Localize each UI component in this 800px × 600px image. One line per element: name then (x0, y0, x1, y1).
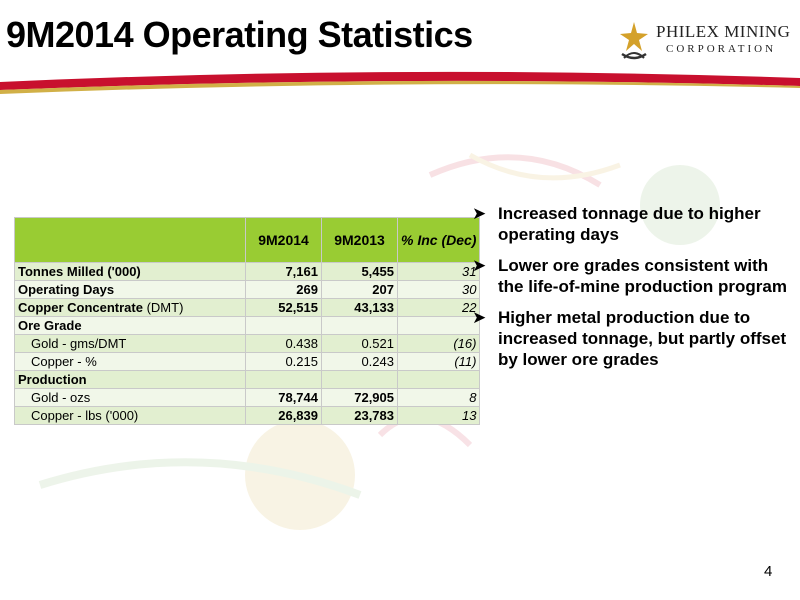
row-value-pct: 22 (396, 298, 481, 317)
row-value-9m2014: 78,744 (245, 388, 322, 407)
table-row: Gold - ozs 78,744 72,905 8 (14, 388, 481, 407)
row-value-pct: 13 (396, 406, 481, 425)
arrow-bullet-icon: ➤ (472, 204, 487, 223)
bullet-text: Higher metal production due to increased… (498, 308, 787, 369)
row-value-pct: (16) (396, 334, 481, 353)
table-row: Tonnes Milled ('000) 7,161 5,455 31 (14, 262, 481, 281)
row-value-pct: 8 (396, 388, 481, 407)
header-swoosh (0, 71, 800, 94)
logo-name: PHILEX MINING (656, 22, 791, 41)
background-decoration (38, 152, 720, 530)
row-value-9m2014: 0.438 (245, 334, 322, 353)
header-cell-pct: % Inc (Dec) (396, 217, 481, 263)
table-header-row: 9M2014 9M2013 % Inc (Dec) (14, 217, 481, 263)
logo-subtitle: CORPORATION (666, 43, 777, 55)
row-value-9m2014: 7,161 (245, 262, 322, 281)
table-row: Production (14, 370, 481, 389)
row-value-9m2014: 0.215 (245, 352, 322, 371)
row-label-bold: Copper Concentrate (18, 300, 143, 315)
row-label: Copper - lbs ('000) (14, 406, 246, 425)
row-label: Gold - ozs (14, 388, 246, 407)
operating-stats-table: 9M2014 9M2013 % Inc (Dec) Tonnes Milled … (14, 217, 481, 425)
row-value-9m2014 (245, 370, 322, 389)
row-value-9m2013: 207 (321, 280, 398, 299)
summary-bullets: ➤ Increased tonnage due to higher operati… (470, 203, 790, 380)
table-row: Copper - % 0.215 0.243 (11) (14, 352, 481, 371)
row-value-9m2013: 0.243 (321, 352, 398, 371)
bullet-item: ➤ Increased tonnage due to higher operati… (470, 203, 790, 245)
page-number: 4 (764, 563, 773, 580)
row-value-9m2013 (321, 316, 398, 335)
row-value-pct: (11) (396, 352, 481, 371)
row-value-9m2014 (245, 316, 322, 335)
bullet-text: Lower ore grades consistent with the lif… (498, 256, 787, 296)
table-row: Ore Grade (14, 316, 481, 335)
table-row: Operating Days 269 207 30 (14, 280, 481, 299)
row-label: Production (14, 370, 246, 389)
row-value-pct: 31 (396, 262, 481, 281)
table-row: Gold - gms/DMT 0.438 0.521 (16) (14, 334, 481, 353)
row-value-pct (396, 370, 481, 389)
bullet-item: ➤ Lower ore grades consistent with the li… (470, 255, 790, 297)
row-value-9m2014: 26,839 (245, 406, 322, 425)
company-logo: PHILEX MINING CORPORATION (614, 18, 792, 64)
row-label: Copper Concentrate (DMT) (14, 298, 246, 317)
row-value-9m2013 (321, 370, 398, 389)
header-cell-label (14, 217, 246, 263)
bullet-text: Increased tonnage due to higher operatin… (498, 204, 761, 244)
row-label: Ore Grade (14, 316, 246, 335)
row-value-9m2013: 72,905 (321, 388, 398, 407)
row-value-9m2013: 23,783 (321, 406, 398, 425)
row-label: Operating Days (14, 280, 246, 299)
philex-emblem-icon (620, 22, 648, 60)
arrow-bullet-icon: ➤ (472, 256, 487, 275)
row-value-9m2013: 5,455 (321, 262, 398, 281)
arrow-bullet-icon: ➤ (472, 308, 487, 327)
header-cell-9m2013: 9M2013 (321, 217, 398, 263)
row-value-9m2014: 269 (245, 280, 322, 299)
row-value-9m2013: 0.521 (321, 334, 398, 353)
table-row: Copper - lbs ('000) 26,839 23,783 13 (14, 406, 481, 425)
row-value-9m2013: 43,133 (321, 298, 398, 317)
row-label: Tonnes Milled ('000) (14, 262, 246, 281)
row-label: Gold - gms/DMT (14, 334, 246, 353)
row-value-pct: 30 (396, 280, 481, 299)
row-value-9m2014: 52,515 (245, 298, 322, 317)
row-value-pct (396, 316, 481, 335)
table-row: Copper Concentrate (DMT) 52,515 43,133 2… (14, 298, 481, 317)
header-cell-9m2014: 9M2014 (245, 217, 322, 263)
bullet-item: ➤ Higher metal production due to increase… (470, 307, 790, 370)
row-label-unit: (DMT) (142, 300, 184, 315)
row-label: Copper - % (14, 352, 246, 371)
slide-title: 9M2014 Operating Statistics (6, 14, 473, 55)
